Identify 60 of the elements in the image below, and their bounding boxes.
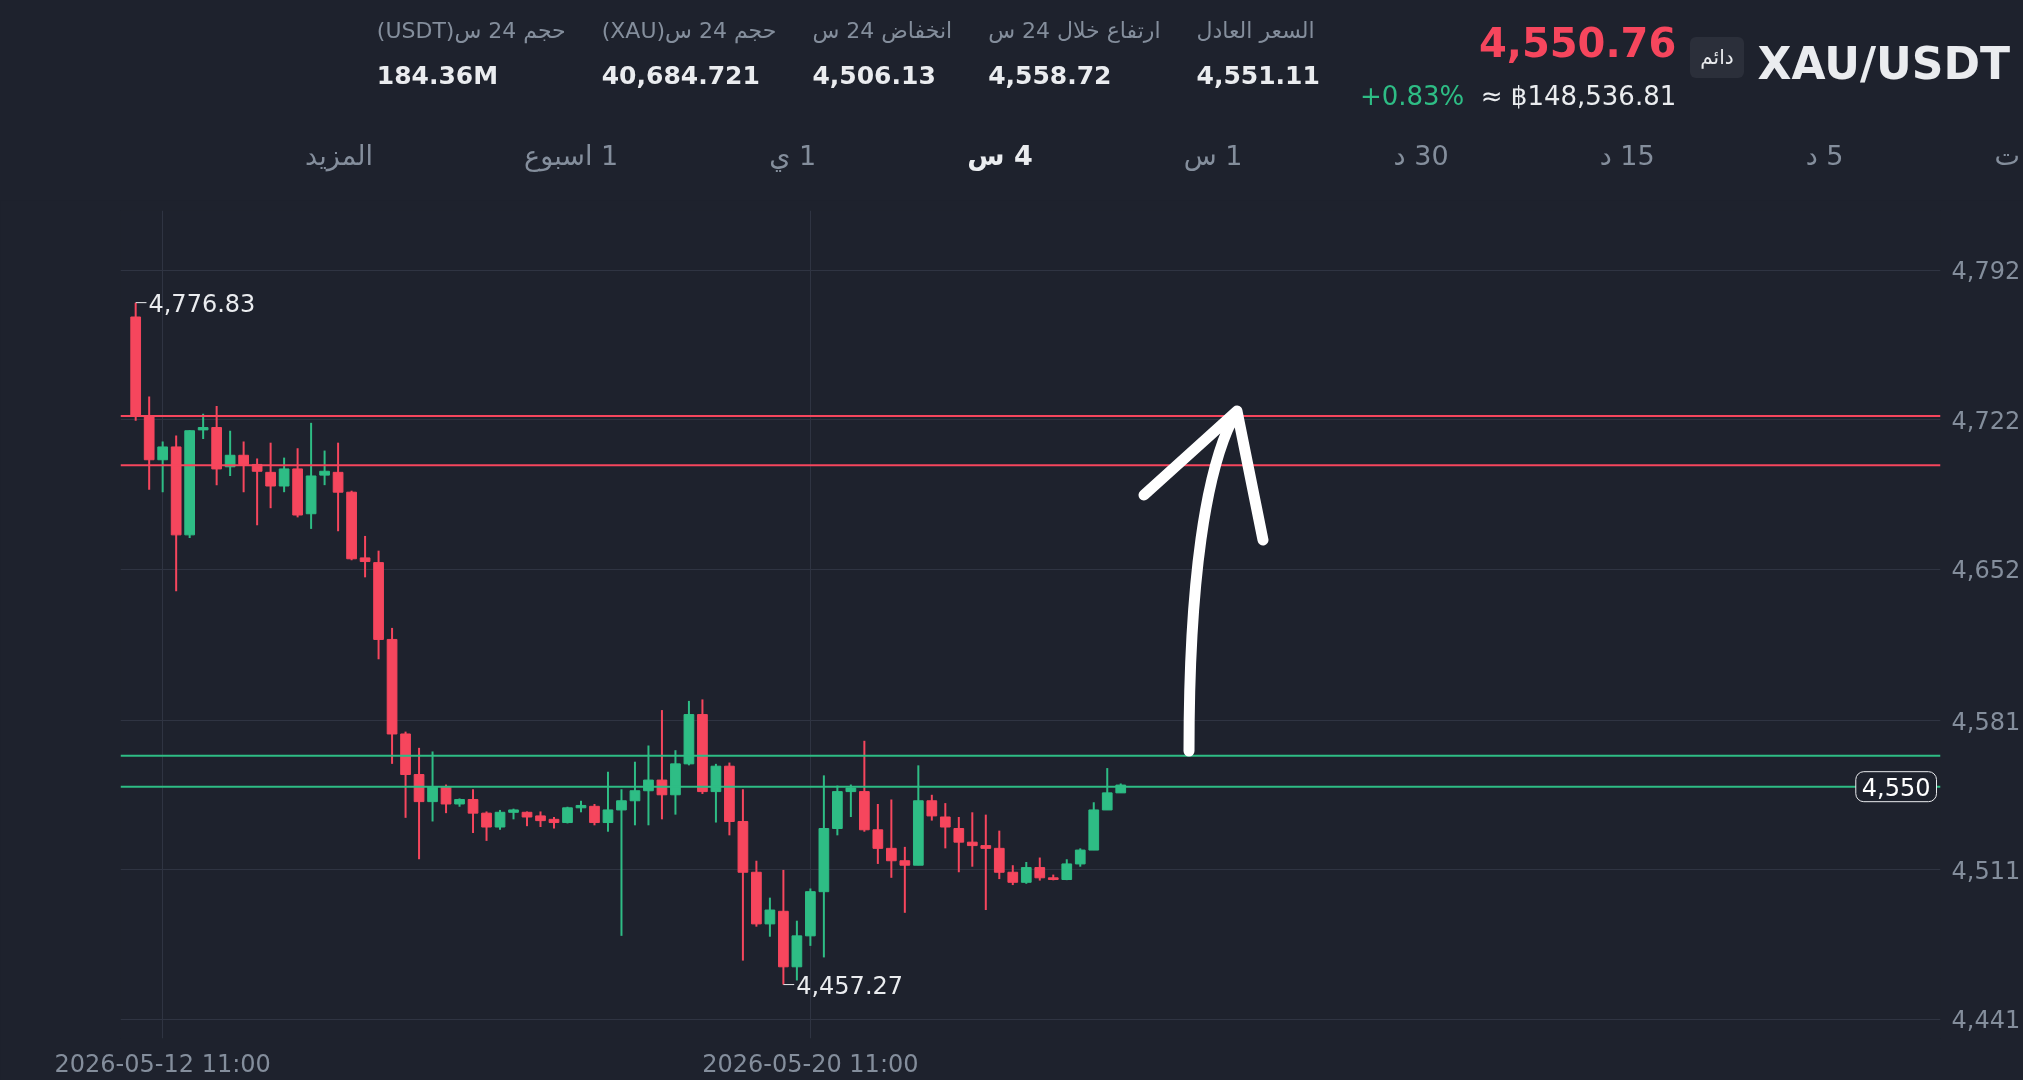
candlestick	[764, 896, 776, 938]
y-tick-label: 4,581	[1951, 707, 2021, 736]
text: 5 د	[1805, 139, 1844, 174]
text: ارتفاع خلال 24 س	[988, 17, 1161, 45]
chart-title: XAU/USDT	[1757, 37, 2010, 91]
text: السعر العادل	[1196, 17, 1316, 45]
candlestick	[589, 802, 600, 827]
text: 4,506.13	[812, 60, 937, 93]
text: حجم 24 س(USDT)	[376, 17, 566, 46]
candlestick	[440, 783, 452, 815]
text: 4,551.11	[1196, 60, 1320, 93]
text: 15 د	[1599, 139, 1655, 174]
candlestick	[899, 845, 911, 914]
candlestick	[993, 829, 1005, 881]
x-tick-label: 2026-05-12 11:00	[54, 1049, 271, 1078]
candlestick	[966, 811, 978, 868]
text: دائم	[1690, 37, 1744, 78]
y-tick-label: 4,792	[1951, 257, 2021, 286]
text: 4,550.76	[1477, 19, 1677, 68]
text: ≈ ฿148,536.81	[1480, 81, 1677, 112]
y-tick-label: 4,652	[1951, 556, 2021, 585]
candlestick	[656, 709, 668, 821]
text: ت	[1994, 139, 2020, 174]
candlestick	[481, 810, 492, 842]
annotation: 4,457.27	[796, 971, 904, 1000]
candlestick	[926, 793, 938, 822]
text: حجم 24 س(XAU)	[601, 17, 777, 46]
text: المزيد	[305, 139, 373, 174]
candlestick	[1034, 856, 1046, 882]
text: 40,684.721	[601, 60, 761, 93]
candlestick	[359, 534, 371, 579]
y-tick-label: 4,511	[1951, 856, 2021, 885]
text: 1 ي	[769, 139, 817, 174]
candlestick	[1007, 864, 1019, 887]
ref-line-label: 4,550	[1861, 773, 1931, 802]
candlestick	[278, 456, 290, 494]
text: 1 اسبوع	[524, 139, 619, 174]
candlestick	[939, 802, 951, 850]
candlestick	[872, 802, 884, 865]
text: انخفاض 24 س	[812, 17, 953, 45]
candlestick	[980, 813, 992, 912]
candlestick	[1074, 847, 1086, 868]
candlestick	[157, 440, 169, 494]
candlestick	[953, 815, 965, 874]
candlestick	[494, 808, 506, 831]
y-tick-label: 4,722	[1951, 406, 2021, 435]
text: 4 س	[967, 139, 1033, 174]
text: 184.36M	[376, 60, 500, 93]
x-tick-label: 2026-05-20 11:00	[702, 1049, 919, 1078]
y-tick-label: 4,441	[1951, 1006, 2021, 1035]
candlestick	[319, 449, 330, 487]
text: 30 د	[1393, 139, 1449, 174]
text: 4,558.72	[988, 60, 1113, 93]
annotation: 4,776.83	[148, 289, 256, 318]
candlestick	[467, 788, 479, 834]
text: 1 س	[1183, 139, 1243, 174]
text: +0.83%	[1359, 81, 1465, 112]
candlestick	[197, 412, 209, 441]
candlestick	[1020, 861, 1032, 885]
candlestick	[885, 798, 897, 879]
